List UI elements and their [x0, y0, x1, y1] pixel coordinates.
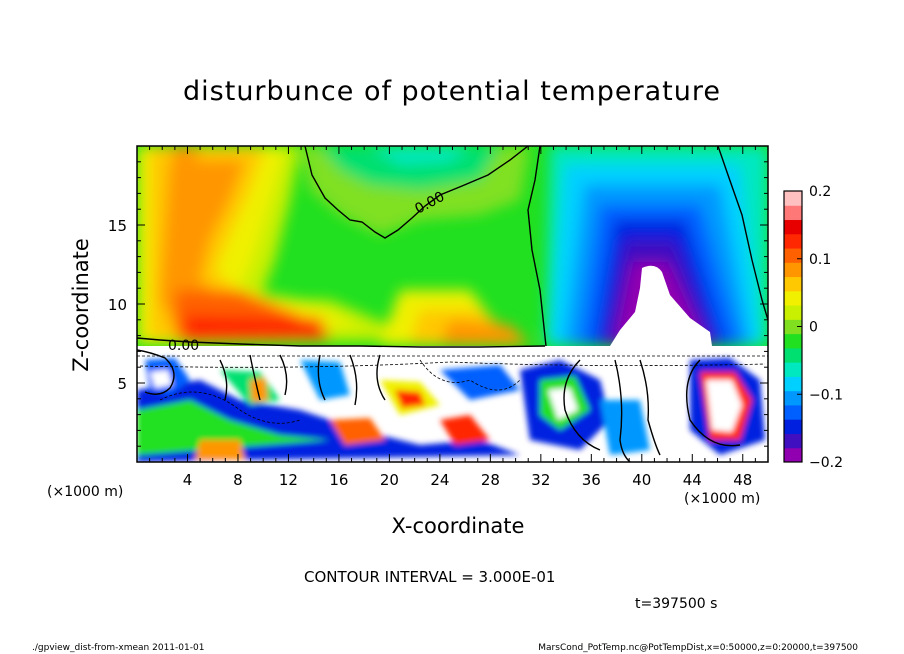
colorbar-swatch — [784, 347, 802, 363]
chart-title: disturbunce of potential temperature — [183, 76, 721, 107]
colorbar-swatch — [784, 333, 802, 349]
colorbar-tick-label: −0.1 — [809, 387, 843, 403]
contour-lines — [137, 146, 768, 462]
footer-right: MarsCond_PotTemp.nc@PotTempDist,x=0:5000… — [538, 643, 858, 653]
x-axis-unit-left: (×1000 m) — [47, 484, 124, 500]
colorbar-tick-label: 0 — [809, 320, 818, 336]
colorbar: 0.2 0.1 0 −0.1 −0.2 — [783, 184, 843, 471]
field-white-core — [610, 265, 712, 346]
colorbar-swatch — [784, 305, 802, 320]
x-tick-label: 44 — [683, 471, 702, 489]
colorbar-swatch — [784, 290, 802, 306]
y-tick-label: 5 — [117, 375, 127, 393]
colorbar-tick-label: 0.1 — [809, 252, 831, 268]
colorbar-tick-label: −0.2 — [809, 455, 843, 471]
colorbar-swatch — [784, 447, 802, 463]
footer-left: ./gpview_dist-from-xmean 2011-01-01 — [32, 643, 205, 653]
x-axis-label: X-coordinate — [391, 514, 525, 538]
x-tick-label: 40 — [632, 471, 651, 489]
colorbar-swatch — [784, 262, 802, 278]
colorbar-swatch — [784, 404, 802, 420]
colorbar-swatch — [784, 419, 802, 434]
colorbar-swatch — [784, 219, 802, 235]
colorbar-swatch — [784, 276, 802, 292]
lower-layer-shading — [137, 358, 765, 462]
time-label: t=397500 s — [635, 596, 718, 612]
field-shading — [137, 146, 768, 345]
contour-label-left: 0.00 — [168, 338, 199, 354]
x-tick-label: 24 — [430, 471, 449, 489]
colorbar-swatch — [784, 433, 802, 449]
y-tick-label: 15 — [108, 217, 127, 235]
x-tick-label: 48 — [733, 471, 752, 489]
colorbar-swatch — [784, 362, 802, 377]
colorbar-swatch — [784, 248, 802, 263]
x-tick-label: 12 — [279, 471, 298, 489]
y-axis-ticks: 5 10 15 — [108, 161, 768, 447]
x-tick-label: 28 — [481, 471, 500, 489]
colorbar-swatch — [784, 376, 802, 392]
x-axis-unit-right: (×1000 m) — [684, 491, 761, 507]
x-tick-label: 4 — [183, 471, 193, 489]
colorbar-swatch — [784, 390, 802, 406]
x-tick-label: 8 — [233, 471, 243, 489]
x-tick-label: 36 — [582, 471, 601, 489]
heatmap-field: 0.00 0.00 — [137, 146, 768, 462]
y-tick-label: 10 — [108, 296, 127, 314]
colorbar-swatch — [784, 233, 802, 249]
colorbar-swatch — [784, 319, 802, 335]
x-tick-label: 16 — [329, 471, 348, 489]
contour-dashed — [137, 355, 768, 424]
colorbar-swatch — [784, 205, 802, 221]
x-tick-label: 32 — [531, 471, 550, 489]
colorbar-swatch — [784, 191, 802, 206]
x-axis-ticks: 4 8 12 16 20 24 28 32 36 40 44 48 — [149, 146, 756, 489]
colorbar-tick-label: 0.2 — [809, 184, 831, 200]
x-tick-label: 20 — [380, 471, 399, 489]
contour-interval-label: CONTOUR INTERVAL = 3.000E-01 — [304, 568, 556, 586]
